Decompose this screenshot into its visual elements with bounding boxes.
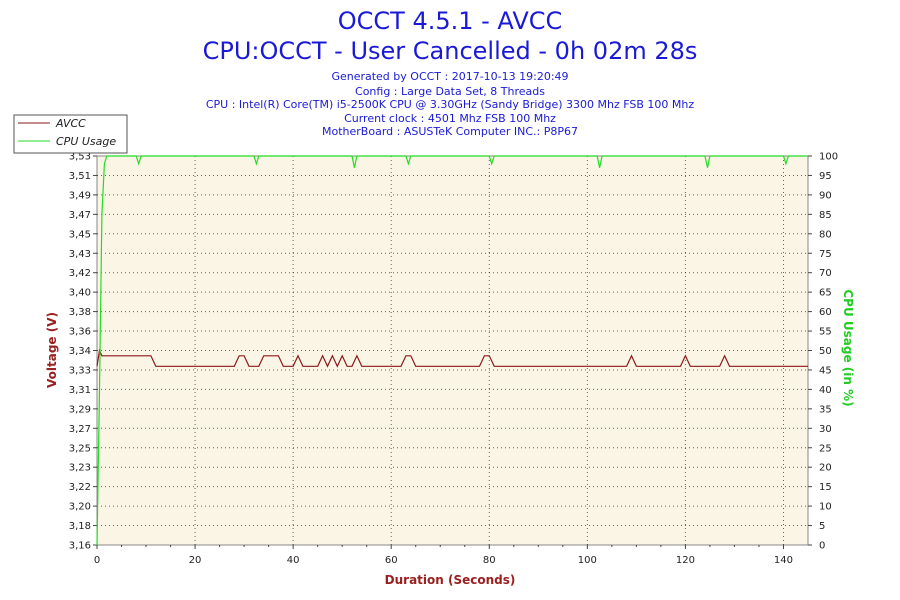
y-tick-label: 3,42 <box>69 268 91 279</box>
y-tick-label: 3,29 <box>69 404 91 415</box>
y2-tick-label: 40 <box>819 385 832 396</box>
y-tick-label: 3,47 <box>69 210 91 221</box>
y-tick-label: 3,25 <box>69 443 91 454</box>
y-tick-label: 3,51 <box>69 171 91 182</box>
info-clock: Current clock : 4501 Mhz FSB 100 Mhz <box>344 112 556 125</box>
x-tick-label: 120 <box>676 555 695 566</box>
x-tick-label: 140 <box>774 555 793 566</box>
info-cpu: CPU : Intel(R) Core(TM) i5-2500K CPU @ 3… <box>206 98 694 111</box>
y-tick-label: 3,36 <box>69 327 91 338</box>
y2-tick-label: 95 <box>819 171 832 182</box>
y2-tick-label: 60 <box>819 307 832 318</box>
y-tick-label: 3,18 <box>69 521 91 532</box>
y2-tick-label: 75 <box>819 249 832 260</box>
y-tick-label: 3,43 <box>69 249 91 260</box>
y-tick-label: 3,45 <box>69 229 91 240</box>
y2-tick-label: 0 <box>819 541 825 552</box>
chart-subtitle: CPU:OCCT - User Cancelled - 0h 02m 28s <box>203 37 698 65</box>
x-tick-label: 20 <box>189 555 202 566</box>
y-tick-label: 3,33 <box>69 365 91 376</box>
y2-tick-label: 45 <box>819 365 832 376</box>
grid-lines <box>97 156 808 545</box>
y2-tick-label: 50 <box>819 346 832 357</box>
y-tick-label: 3,31 <box>69 385 91 396</box>
y2-tick-label: 65 <box>819 288 832 299</box>
legend-label-avcc: AVCC <box>55 117 86 130</box>
chart-title: OCCT 4.5.1 - AVCC <box>338 7 563 35</box>
x-tick-label: 100 <box>578 555 597 566</box>
y-axis-ticks: 3,16 3,18 3,20 3,22 3,23 3,25 3,27 3,29 3,31 3,33… <box>69 152 97 552</box>
y2-tick-label: 15 <box>819 482 832 493</box>
y2-tick-label: 90 <box>819 190 832 201</box>
y2-tick-label: 30 <box>819 424 832 435</box>
x-axis-label: Duration (Seconds) <box>385 573 516 587</box>
y2-tick-label: 20 <box>819 463 832 474</box>
x-tick-label: 60 <box>385 555 398 566</box>
x-axis-ticks: 0 20 40 60 80 100 120 140 <box>94 545 793 566</box>
y-tick-label: 3,22 <box>69 482 91 493</box>
legend: AVCC CPU Usage <box>13 114 128 154</box>
y2-tick-label: 5 <box>819 521 825 532</box>
x-tick-label: 0 <box>94 555 100 566</box>
y2-axis-ticks: 0 5 10 15 20 25 30 35 40 45 50 55 60 65 70 75 80 85 90 95 10… <box>808 152 838 552</box>
y-tick-label: 3,23 <box>69 463 91 474</box>
y2-tick-label: 10 <box>819 502 832 513</box>
x-tick-label: 40 <box>287 555 300 566</box>
y-tick-label: 3,53 <box>69 152 91 163</box>
y2-tick-label: 55 <box>819 327 832 338</box>
info-motherboard: MotherBoard : ASUSTeK Computer INC.: P8P… <box>322 125 578 138</box>
y-tick-label: 3,34 <box>69 346 91 357</box>
y2-tick-label: 25 <box>819 443 832 454</box>
y2-tick-label: 70 <box>819 268 832 279</box>
legend-box <box>13 114 128 154</box>
y2-tick-label: 85 <box>819 210 832 221</box>
series-lines <box>96 155 808 546</box>
y-tick-label: 3,49 <box>69 190 91 201</box>
y-tick-label: 3,40 <box>69 288 91 299</box>
series-line-avcc <box>96 348 808 368</box>
y2-tick-label: 80 <box>819 229 832 240</box>
y2-tick-label: 35 <box>819 404 832 415</box>
info-generated: Generated by OCCT : 2017-10-13 19:20:49 <box>331 70 568 83</box>
y-tick-label: 3,16 <box>69 541 91 552</box>
series-line-cpu-usage <box>96 155 808 546</box>
y2-tick-label: 100 <box>819 152 838 163</box>
y-axis-label: Voltage (V) <box>45 312 59 388</box>
y-tick-label: 3,38 <box>69 307 91 318</box>
y2-axis-label: CPU Usage (in %) <box>841 289 855 406</box>
info-config: Config : Large Data Set, 8 Threads <box>355 85 545 98</box>
y-tick-label: 3,27 <box>69 424 91 435</box>
y-tick-label: 3,20 <box>69 502 91 513</box>
legend-label-cpu-usage: CPU Usage <box>56 135 116 148</box>
x-tick-label: 80 <box>483 555 496 566</box>
